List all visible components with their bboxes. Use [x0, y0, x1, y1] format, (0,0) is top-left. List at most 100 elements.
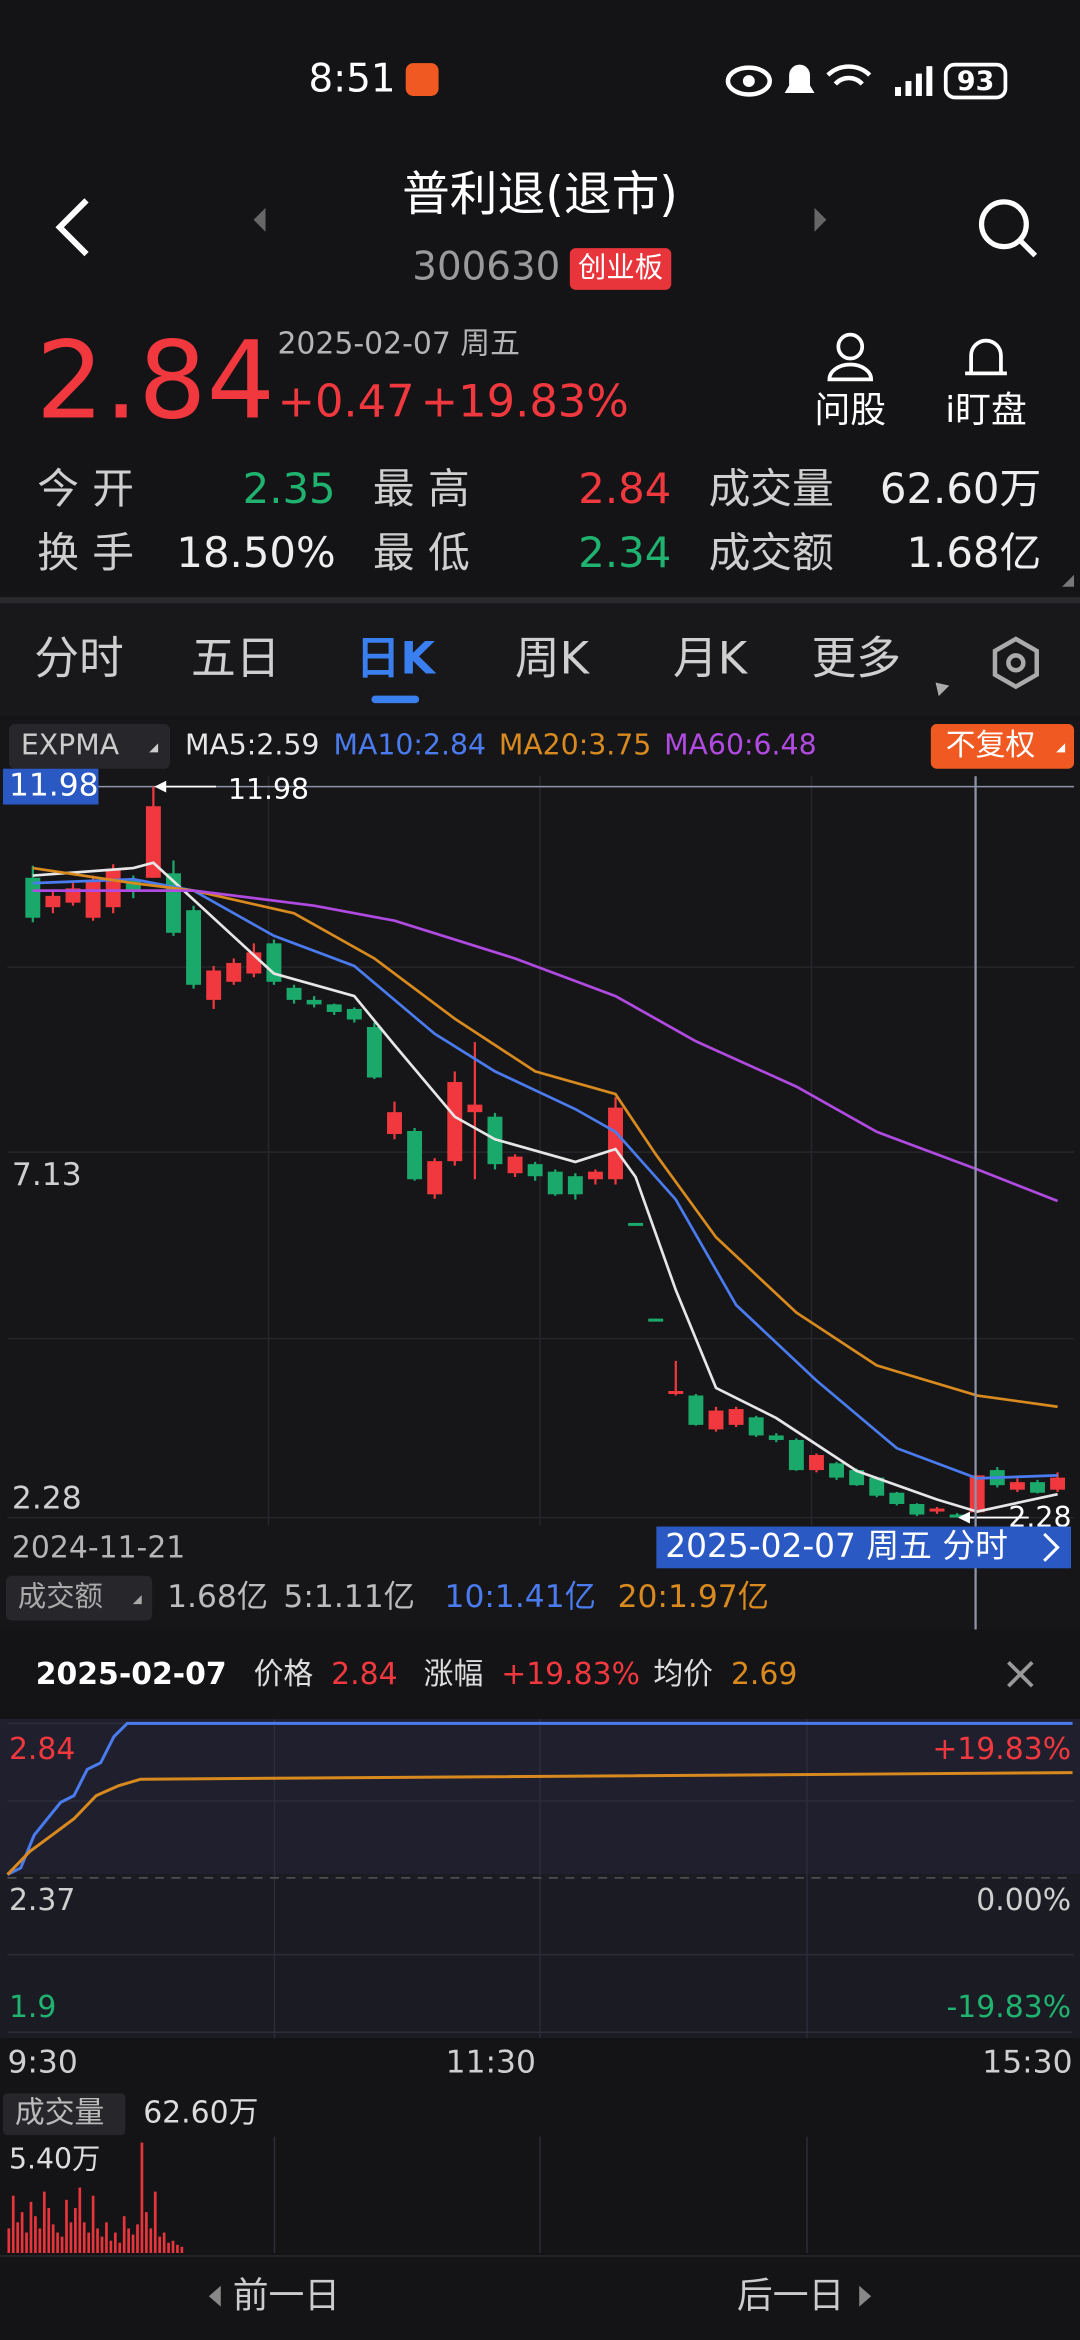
turnover-label: 成交额: [18, 1580, 103, 1613]
selected-date-box[interactable]: [656, 1526, 1072, 1569]
candle-body: [648, 1318, 664, 1322]
candle-body: [809, 1455, 824, 1471]
candle-body: [427, 1161, 443, 1195]
max-arrow: [154, 780, 217, 793]
battery-frame: [943, 62, 1008, 100]
settings-dot: [1006, 653, 1026, 673]
y-tick-label: 2.37: [9, 1883, 75, 1918]
turnover-select[interactable]: [5, 1575, 153, 1621]
last-price: 2.84: [36, 319, 275, 444]
tab[interactable]: 分时: [34, 631, 124, 684]
search-icon[interactable]: [978, 199, 1029, 250]
volume-bar: [109, 2240, 113, 2253]
candle-body: [788, 1439, 804, 1471]
candle-body: [708, 1410, 724, 1430]
candle-body: [889, 1492, 905, 1505]
min-arrow: [958, 1511, 1029, 1524]
volume-bar: [122, 2216, 126, 2253]
volume-bar: [162, 2232, 166, 2253]
volume-bar: [47, 2208, 51, 2253]
selected-arrow: [1043, 1532, 1060, 1562]
turnover-item: 20:1.97亿: [618, 1579, 769, 1615]
max-label: 11.98: [228, 773, 309, 806]
ask-button[interactable]: 问股: [814, 390, 886, 431]
tab[interactable]: 月K: [673, 631, 749, 684]
candle-body: [145, 806, 161, 878]
candle-body: [628, 1222, 644, 1226]
volume-bar: [171, 2240, 175, 2253]
candle-body: [829, 1463, 845, 1478]
candle-body: [407, 1131, 423, 1180]
candle-body: [929, 1508, 945, 1512]
quote-date: 2025-02-07 周五: [277, 327, 520, 362]
next-day[interactable]: 后一日: [737, 2276, 844, 2317]
signal-icon: [895, 66, 933, 96]
volume-bar: [78, 2187, 82, 2253]
intraday-summary: 2025-02-07 价格 2.84 涨幅 +19.83% 均价 2.69: [36, 1657, 798, 1692]
settings-icon[interactable]: [992, 636, 1039, 690]
close-button[interactable]: [1007, 1660, 1034, 1688]
volume-bar: [16, 2222, 20, 2253]
candle-body: [768, 1435, 784, 1440]
volume-bar: [20, 2212, 24, 2253]
ma-line: [32, 877, 1058, 1480]
candle-body: [608, 1107, 623, 1180]
volume-bar: [96, 2228, 99, 2253]
board-badge: [569, 248, 672, 290]
ma-line: [32, 889, 1059, 1203]
tab[interactable]: 更多: [811, 631, 901, 684]
watch-button[interactable]: i盯盘: [945, 390, 1027, 431]
stat-label: 今 开: [37, 464, 134, 513]
y-tick-label: 2.28: [12, 1481, 82, 1517]
candle-body: [306, 999, 322, 1005]
prev-day[interactable]: 前一日: [233, 2276, 340, 2317]
indicator-select[interactable]: [8, 723, 171, 769]
adjust-button[interactable]: [930, 723, 1075, 769]
back-button[interactable]: [55, 198, 89, 257]
y-tick-label: 11.98: [9, 768, 99, 804]
stat-label: 最 高: [373, 464, 470, 513]
candle-body: [85, 880, 101, 918]
stat-label: 成交额: [709, 528, 834, 577]
watch-icon[interactable]: [965, 338, 1007, 376]
volume-bar: [131, 2234, 135, 2253]
eye-pupil: [742, 75, 755, 88]
candle-body: [226, 962, 242, 982]
candle-body: [567, 1176, 583, 1195]
volume-bar: [158, 2236, 162, 2253]
turnover-arrow: [132, 1595, 142, 1605]
search-handle: [1018, 238, 1038, 258]
candle-body: [25, 877, 41, 918]
volume-bar: [91, 2195, 95, 2253]
adjust-label: 不复权: [946, 728, 1035, 763]
volume-bar: [11, 2195, 15, 2253]
ma-label: MA20:3.75: [499, 728, 652, 761]
ask-icon[interactable]: [836, 332, 865, 361]
volume-bar: [113, 2232, 117, 2253]
volume-bar: [87, 2232, 91, 2253]
expand-arrow[interactable]: [1062, 574, 1075, 587]
ask-icon-body: [827, 362, 874, 382]
prev-stock[interactable]: [253, 207, 266, 232]
candle-body: [1050, 1477, 1066, 1490]
volume-bar: [100, 2236, 104, 2253]
volume-bar: [42, 2191, 46, 2253]
volume-bar: [136, 2224, 139, 2253]
volume-bar: [180, 2246, 184, 2253]
tab[interactable]: 五日: [191, 631, 281, 684]
prev-arrow: [208, 2285, 221, 2307]
tab[interactable]: 周K: [515, 631, 591, 684]
next-stock[interactable]: [814, 207, 827, 232]
tab[interactable]: 日K: [356, 631, 438, 684]
volume-bar: [34, 2216, 37, 2253]
candle-body: [1030, 1482, 1045, 1493]
candle-body: [688, 1395, 704, 1425]
wifi-icon: [826, 64, 872, 86]
candle-body: [547, 1171, 563, 1195]
candle-body: [909, 1504, 925, 1515]
candle-body: [346, 1008, 362, 1020]
candle-body: [186, 910, 202, 985]
candle-body: [527, 1164, 543, 1177]
volume-bar: [118, 2242, 122, 2253]
